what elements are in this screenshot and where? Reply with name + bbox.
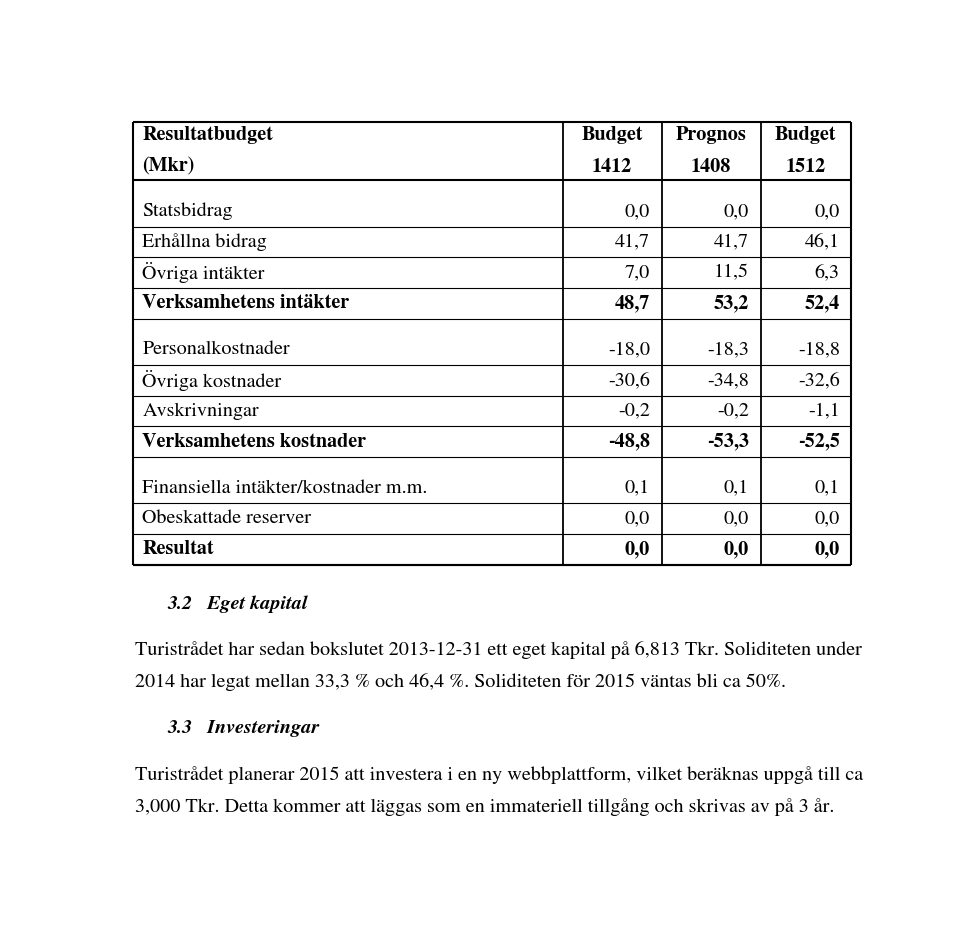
Text: 0,1: 0,1 bbox=[625, 480, 650, 496]
Text: 0,0: 0,0 bbox=[625, 540, 650, 558]
Text: -18,0: -18,0 bbox=[608, 341, 650, 358]
Text: 1512: 1512 bbox=[785, 157, 826, 176]
Text: 0,0: 0,0 bbox=[724, 540, 749, 558]
Text: 1412: 1412 bbox=[592, 157, 633, 176]
Text: 6,3: 6,3 bbox=[815, 264, 840, 282]
Text: 41,7: 41,7 bbox=[713, 233, 749, 251]
Text: 3.2   Eget kapital: 3.2 Eget kapital bbox=[167, 595, 307, 613]
Text: -30,6: -30,6 bbox=[608, 371, 650, 389]
Text: 3,000 Tkr. Detta kommer att läggas som en immateriell tillgång och skrivas av på: 3,000 Tkr. Detta kommer att läggas som e… bbox=[134, 798, 834, 816]
Text: 53,2: 53,2 bbox=[713, 294, 749, 312]
Text: -18,3: -18,3 bbox=[707, 341, 749, 358]
Text: 7,0: 7,0 bbox=[625, 264, 650, 282]
Text: Turistrådet planerar 2015 att investera i en ny webbplattform, vilket beräknas u: Turistrådet planerar 2015 att investera … bbox=[134, 766, 863, 783]
Text: -52,5: -52,5 bbox=[798, 432, 840, 451]
Text: 0,0: 0,0 bbox=[625, 510, 650, 527]
Text: Verksamhetens intäkter: Verksamhetens intäkter bbox=[142, 294, 349, 312]
Text: -32,6: -32,6 bbox=[798, 371, 840, 389]
Text: -48,8: -48,8 bbox=[608, 432, 650, 451]
Text: Statsbidrag: Statsbidrag bbox=[142, 203, 233, 220]
Text: Övriga kostnader: Övriga kostnader bbox=[142, 369, 281, 391]
Text: Avskrivningar: Avskrivningar bbox=[142, 403, 259, 419]
Text: 0,1: 0,1 bbox=[815, 480, 840, 496]
Text: Obeskattade reserver: Obeskattade reserver bbox=[142, 510, 311, 527]
Text: Verksamhetens kostnader: Verksamhetens kostnader bbox=[142, 432, 367, 451]
Text: -34,8: -34,8 bbox=[707, 371, 749, 389]
Text: 41,7: 41,7 bbox=[614, 233, 650, 251]
Text: 48,7: 48,7 bbox=[614, 294, 650, 312]
Text: Budget: Budget bbox=[775, 126, 836, 144]
Text: Övriga intäkter: Övriga intäkter bbox=[142, 262, 265, 283]
Text: -18,8: -18,8 bbox=[798, 341, 840, 358]
Text: Budget: Budget bbox=[582, 126, 643, 144]
Text: Erhållna bidrag: Erhållna bidrag bbox=[142, 233, 267, 251]
Text: Finansiella intäkter/kostnader m.m.: Finansiella intäkter/kostnader m.m. bbox=[142, 480, 428, 496]
Text: 11,5: 11,5 bbox=[713, 264, 749, 282]
Text: 0,0: 0,0 bbox=[724, 203, 749, 219]
Text: -1,1: -1,1 bbox=[808, 403, 840, 419]
Text: -0,2: -0,2 bbox=[717, 403, 749, 419]
Text: 0,1: 0,1 bbox=[724, 480, 749, 496]
Text: -53,3: -53,3 bbox=[707, 432, 749, 451]
Text: Personalkostnader: Personalkostnader bbox=[142, 341, 290, 358]
Text: Resultatbudget: Resultatbudget bbox=[142, 126, 274, 144]
Text: -0,2: -0,2 bbox=[618, 403, 650, 419]
Text: 0,0: 0,0 bbox=[625, 203, 650, 219]
Text: 46,1: 46,1 bbox=[804, 233, 840, 251]
Text: Turistrådet har sedan bokslutet 2013-12-31 ett eget kapital på 6,813 Tkr. Solidi: Turistrådet har sedan bokslutet 2013-12-… bbox=[134, 641, 862, 659]
Text: (Mkr): (Mkr) bbox=[142, 157, 195, 176]
Text: 0,0: 0,0 bbox=[814, 510, 840, 527]
Text: 0,0: 0,0 bbox=[724, 510, 749, 527]
Text: 2014 har legat mellan 33,3 % och 46,4 %. Soliditeten för 2015 väntas bli ca 50%.: 2014 har legat mellan 33,3 % och 46,4 %.… bbox=[134, 673, 786, 691]
Text: 0,0: 0,0 bbox=[814, 540, 840, 558]
Text: Resultat: Resultat bbox=[142, 540, 214, 558]
Text: Prognos: Prognos bbox=[676, 126, 747, 144]
Text: 0,0: 0,0 bbox=[814, 203, 840, 219]
Text: 3.3   Investeringar: 3.3 Investeringar bbox=[167, 720, 320, 737]
Text: 52,4: 52,4 bbox=[804, 294, 840, 312]
Text: 1408: 1408 bbox=[691, 157, 732, 176]
